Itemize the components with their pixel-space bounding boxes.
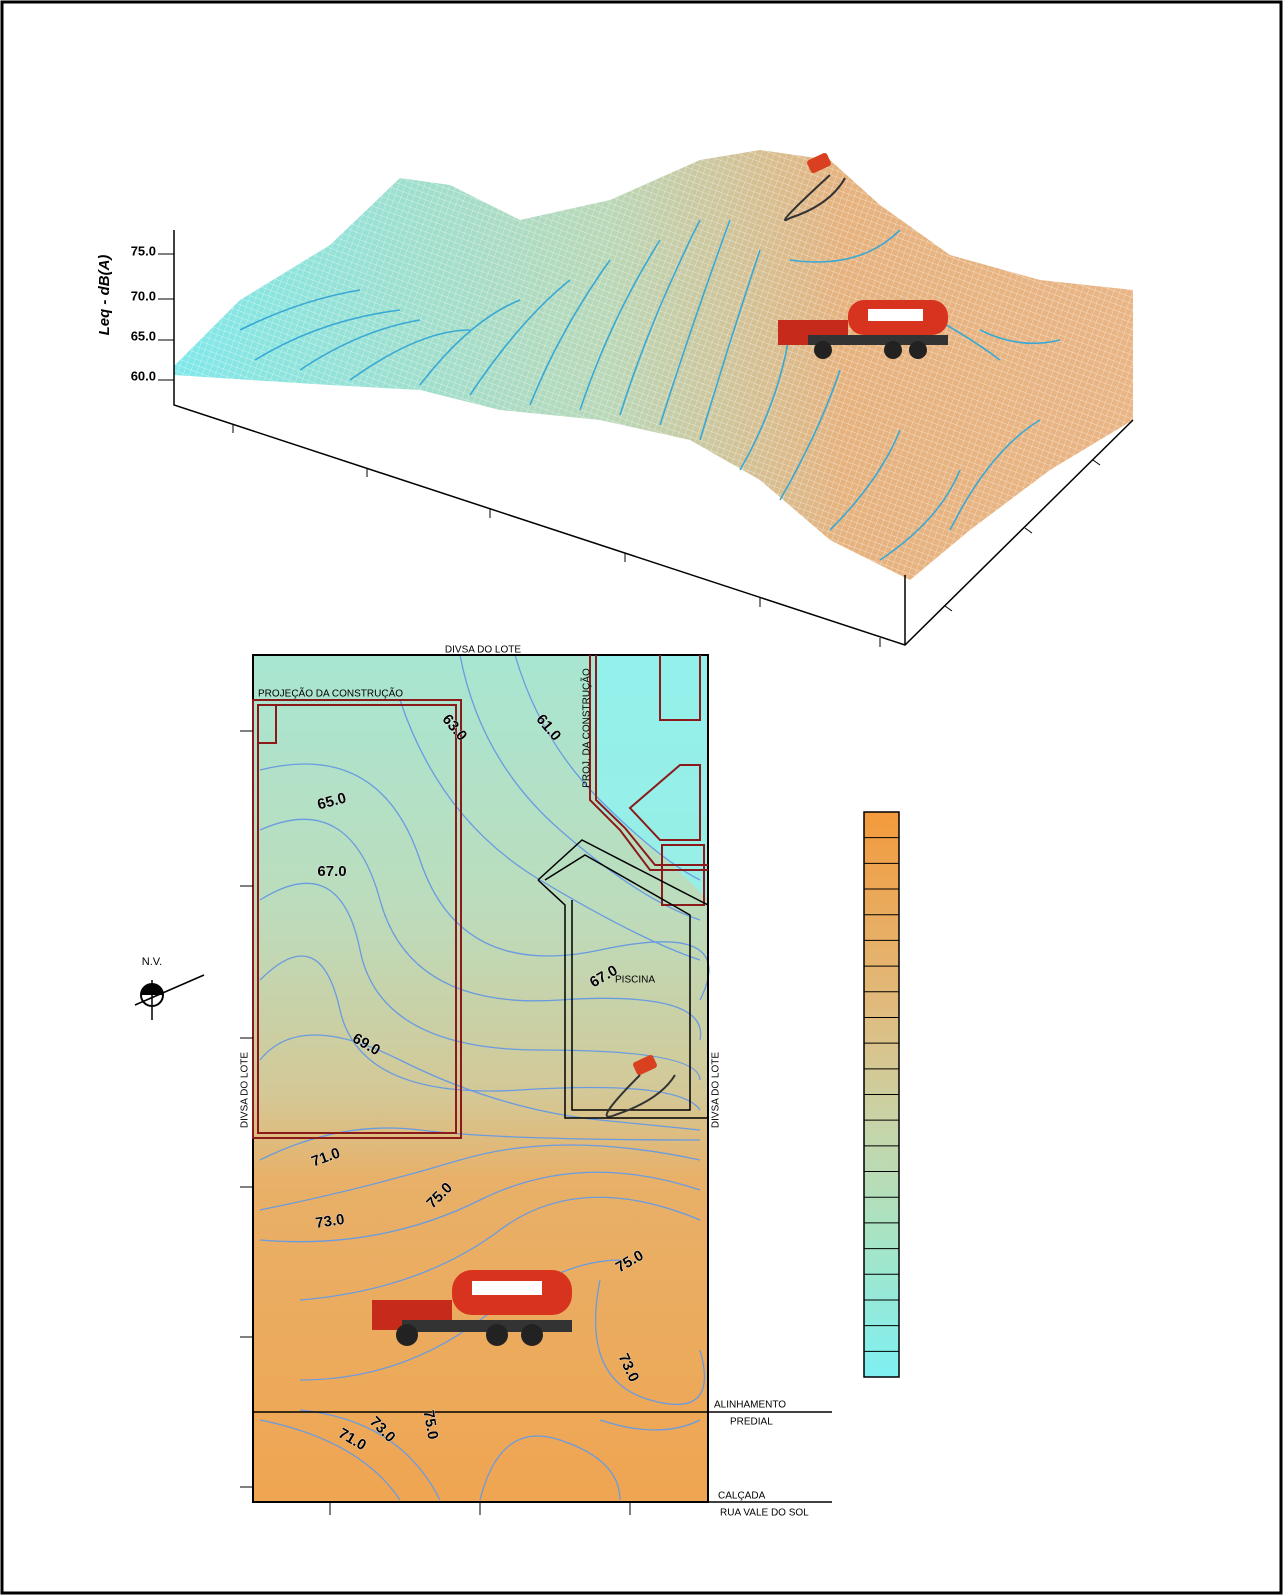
building-label: PROJEÇÃO DA CONSTRUÇÃO: [258, 687, 403, 700]
alignment-label: PREDIAL: [730, 1417, 773, 1428]
color-scale: [864, 812, 899, 1377]
street-label: RUA VALE DO SOL: [720, 1508, 809, 1519]
contour-label: 67.0: [317, 863, 346, 880]
boundary-label: DIVSA DO LOTE: [711, 1052, 722, 1128]
z-tick-label: 65.0: [131, 328, 156, 343]
figure: Leq - dB(A) 75.0 70.0 65.0 60.0: [0, 0, 1283, 1595]
z-tick-label: 60.0: [131, 368, 156, 383]
north-label: N.V.: [142, 956, 162, 968]
z-tick-label: 70.0: [131, 288, 156, 303]
north-arrow: [135, 975, 204, 1020]
building-label: PROJ. DA CONSTRUÇÃO: [580, 668, 593, 788]
z-ticks: 75.0 70.0 65.0 60.0: [131, 243, 174, 383]
alignment-label: ALINHAMENTO: [714, 1400, 786, 1411]
boundary-label: DIVSA DO LOTE: [240, 1052, 251, 1128]
pool-label: PISCINA: [615, 975, 655, 986]
site-plan: N.V. DIVSA DO LOTE DIVSA DO LOTE DIVSA D…: [135, 645, 832, 1519]
surface-mesh: [174, 150, 1133, 580]
boundary-label: DIVSA DO LOTE: [445, 645, 521, 656]
z-axis-label: Leq - dB(A): [96, 255, 113, 336]
z-tick-label: 75.0: [131, 243, 156, 258]
surface-plot: Leq - dB(A) 75.0 70.0 65.0 60.0: [96, 150, 1133, 647]
sidewalk-label: CALÇADA: [718, 1491, 766, 1502]
